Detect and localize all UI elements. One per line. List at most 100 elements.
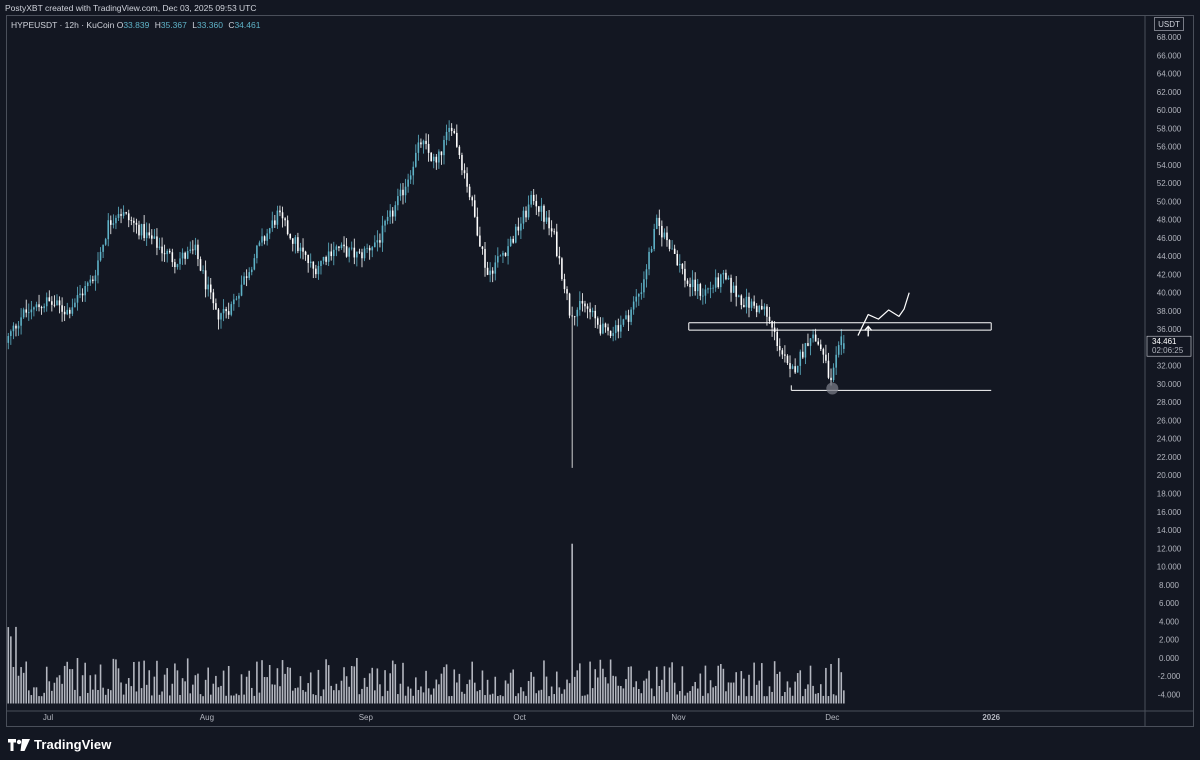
candle-body [730,277,732,293]
candle-body [274,220,276,225]
candle-body [686,280,689,284]
price-tick-label: 52.000 [1157,179,1182,188]
candle-body [332,249,335,257]
price-axis-ticks[interactable]: 68.000 66.000 64.000 62.000 60.000 58.000 56.0… [1157,33,1182,699]
candle-body [217,309,220,320]
symbol-legend: HYPEUSDT · 12h · KuCoin O33.839 H35.367 … [11,20,263,30]
volume-bar [71,669,74,704]
drawings[interactable] [688,292,992,395]
volume-bar [307,683,309,704]
candle-body [658,217,661,226]
volume-bar [102,687,104,704]
candle-body [335,246,338,250]
price-chart[interactable]: 68.000 66.000 64.000 62.000 60.000 58.000 56.0… [7,16,1193,726]
candle-body [809,338,812,346]
candle-body [415,152,417,167]
volume-bar [294,688,297,704]
volume-bar [614,676,617,704]
currency-button[interactable]: USDT [1154,17,1184,31]
candle-body [225,309,227,312]
price-tick-label: 40.000 [1157,289,1182,298]
candle-body [281,212,284,219]
price-tick-label: 42.000 [1157,270,1182,279]
candle-body [174,262,176,268]
candle-body [115,217,117,224]
volume-bar [79,696,81,704]
price-tick-label: 62.000 [1157,88,1182,97]
volume-bar [481,670,484,704]
candle-body [10,331,12,337]
candle-body [712,287,714,289]
time-tick-label: Oct [513,713,526,722]
candle-body [215,303,217,310]
candle-body [825,354,827,361]
volume-bar [527,680,530,704]
candle-body [192,249,194,251]
volume-bar [394,664,397,704]
candle-body [620,324,622,332]
candle-body [596,318,599,325]
price-tick-label: 46.000 [1157,234,1182,243]
candle-body [76,295,79,303]
volume-bar [737,695,740,704]
candle-body [25,309,28,313]
last-price-box [1146,335,1192,357]
volume-bar [627,666,630,704]
volume-bar [807,684,809,704]
volume-bar [758,680,761,704]
candle-body [358,251,361,253]
volume-bar [438,684,440,704]
volume-bar [38,696,40,704]
candle-body [499,255,502,257]
candle-body [761,305,763,310]
symbol-name: HYPEUSDT · 12h · KuCoin [11,20,115,30]
candle-body [256,245,258,259]
candle-body [35,304,38,308]
volume-bar [30,695,33,704]
candle-body [327,251,330,262]
candle-body [343,244,345,247]
volume-bar [827,696,830,704]
volume-bar [607,683,609,704]
candle-body [368,247,371,251]
candle-body [12,325,15,332]
candle-body [740,295,743,306]
volume-bar [671,662,673,704]
tradingview-logo[interactable]: TradingView [8,737,111,752]
volume-bar [538,690,540,704]
candle-body [604,323,607,328]
volume-bar [222,670,225,704]
volume-bar [230,695,233,704]
time-axis-ticks[interactable]: Jul Aug Sep Oct Nov Dec 2026 [43,713,1001,722]
candle-body [197,244,199,260]
candle-body [753,301,755,306]
volume-bar [415,677,417,704]
candle-body [420,142,422,145]
volume-bar [430,694,432,704]
candle-body [609,330,612,336]
volume-bar [243,694,245,704]
volume-bar [12,666,15,704]
candle-body [45,297,48,307]
volume-bar [322,689,325,704]
candle-body [220,313,222,320]
volume-bar [653,696,655,704]
candle-body [635,296,638,302]
candle-body [89,279,92,283]
volume-bar [286,667,289,704]
candle-body [412,166,415,176]
open-key: O [116,20,124,30]
volume-bar [584,695,586,704]
candle-body [691,279,694,288]
open-value: 33.839 [123,20,150,30]
volume-bar [409,688,412,704]
volume-bar [40,696,43,704]
candle-body [250,269,253,273]
candle-body [843,343,845,349]
candle-body [179,258,181,265]
candle-body [276,210,279,225]
price-tick-label: 16.000 [1157,508,1182,517]
candle-body [814,334,817,342]
candle-body [579,300,581,310]
candle-body [614,325,617,334]
